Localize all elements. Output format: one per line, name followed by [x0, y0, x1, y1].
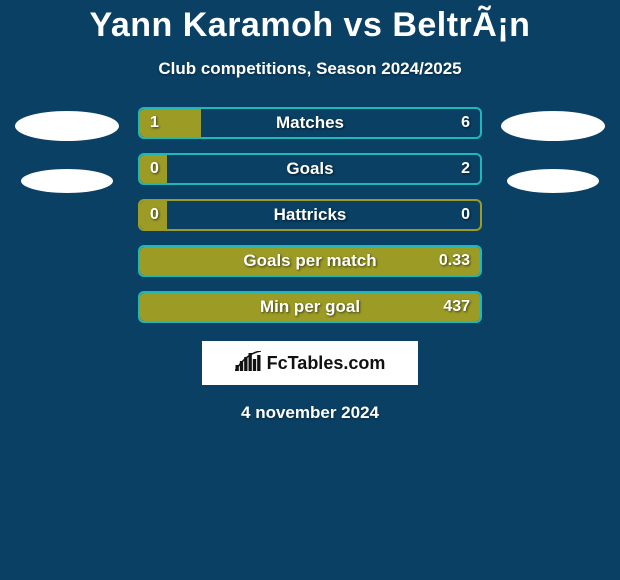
stat-label: Hattricks	[140, 205, 480, 225]
stat-right-value: 0	[461, 206, 470, 224]
page-title: Yann Karamoh vs BeltrÃ¡n	[90, 6, 531, 45]
player-silhouette	[15, 111, 119, 141]
stat-bar: 0Goals2	[138, 153, 482, 185]
stat-bar: 0Hattricks0	[138, 199, 482, 231]
stat-right-value: 437	[443, 298, 470, 316]
stat-right-value: 2	[461, 160, 470, 178]
stat-bar: Min per goal437	[138, 291, 482, 323]
stat-left-value: 1	[150, 114, 159, 132]
fctables-chart-icon	[235, 351, 261, 376]
stat-bar: 1Matches6	[138, 107, 482, 139]
subtitle: Club competitions, Season 2024/2025	[158, 59, 461, 79]
player-silhouette	[21, 169, 113, 193]
stat-bar: Goals per match0.33	[138, 245, 482, 277]
right-player-col	[498, 107, 608, 323]
stat-bars: 1Matches60Goals20Hattricks0Goals per mat…	[138, 107, 482, 323]
date-text: 4 november 2024	[241, 403, 379, 423]
player-silhouette	[507, 169, 599, 193]
stat-right-value: 6	[461, 114, 470, 132]
brand-box[interactable]: FcTables.com	[202, 341, 418, 385]
stat-label: Goals per match	[140, 251, 480, 271]
stat-left-value: 0	[150, 206, 159, 224]
brand-text: FcTables.com	[267, 353, 386, 374]
stat-right-value: 0.33	[439, 252, 470, 270]
stat-label: Min per goal	[140, 297, 480, 317]
stat-left-value: 0	[150, 160, 159, 178]
left-player-col	[12, 107, 122, 323]
player-silhouette	[501, 111, 605, 141]
stat-label: Matches	[140, 113, 480, 133]
stats-area: 1Matches60Goals20Hattricks0Goals per mat…	[0, 107, 620, 323]
stat-label: Goals	[140, 159, 480, 179]
